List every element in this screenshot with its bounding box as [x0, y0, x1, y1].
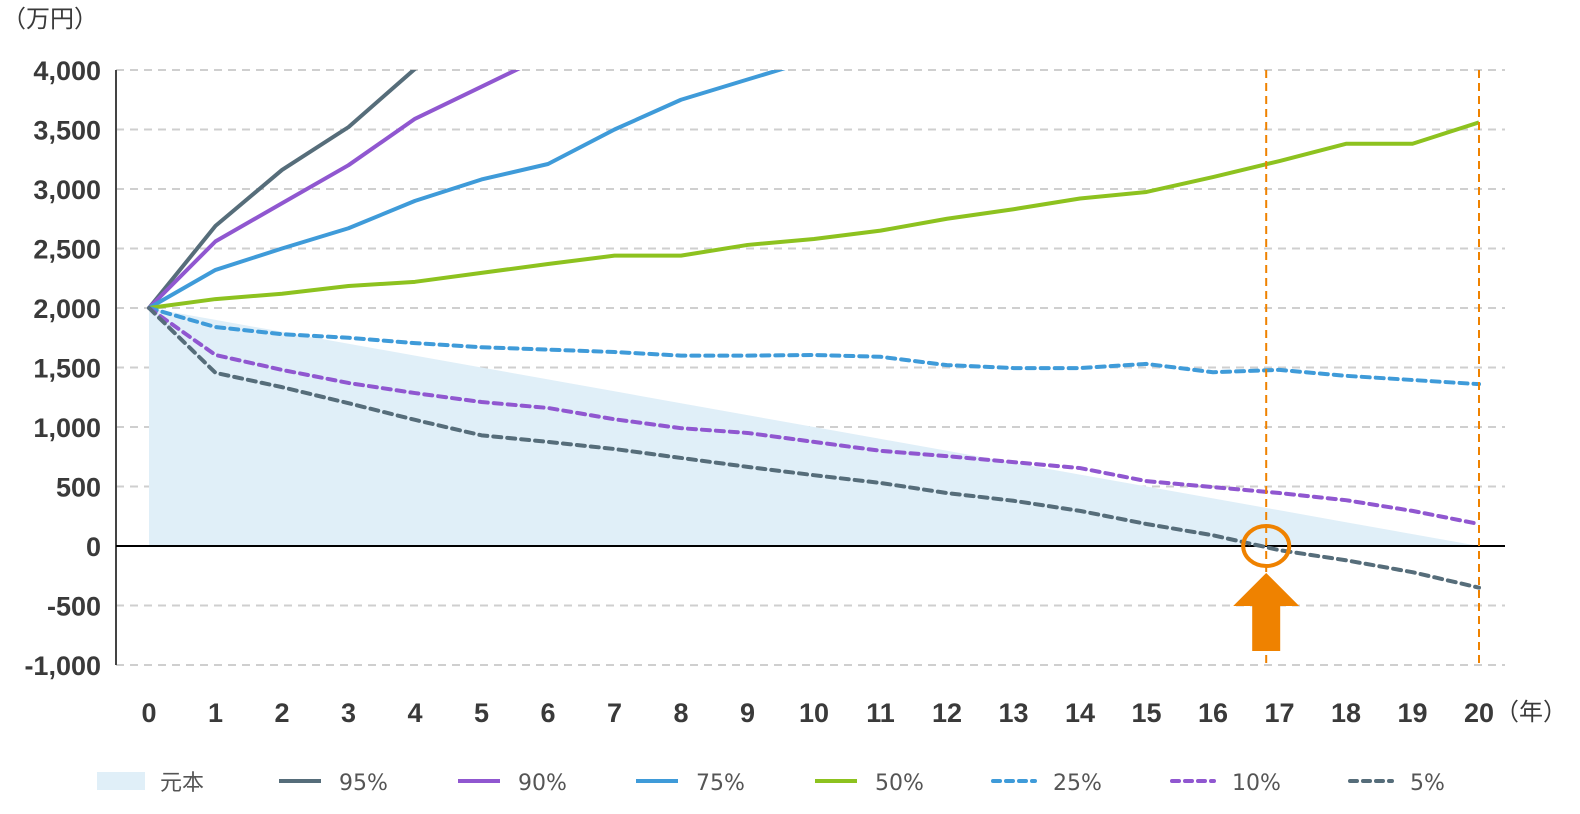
x-tick-label: 1 [208, 698, 223, 728]
x-tick-label: 19 [1397, 698, 1427, 728]
legend-item: 95% [279, 771, 388, 796]
up-arrow-icon [1233, 573, 1300, 651]
x-tick-label: 8 [673, 698, 688, 728]
series-line-5pct [147, 306, 1481, 590]
x-tick-label: 18 [1331, 698, 1361, 728]
y-tick-label: 0 [86, 532, 101, 562]
y-tick-label: 2,000 [33, 294, 101, 324]
legend-label: 95% [339, 771, 388, 796]
y-tick-label: 1,000 [33, 413, 101, 443]
x-tick-label: 6 [540, 698, 555, 728]
legend: 元本 95% 90% 75% 50% 25% 10% 5% [97, 771, 1445, 796]
legend-item: 75% [636, 771, 745, 796]
x-tick-label: 9 [740, 698, 755, 728]
principal-area [149, 308, 1479, 546]
y-tick-labels: 4,000 3,500 3,000 2,500 2,000 1,500 1,000 500 0 -… [24, 56, 101, 681]
x-tick-label: 7 [607, 698, 622, 728]
x-tick-label: 14 [1065, 698, 1095, 728]
legend-item: 5% [1348, 771, 1445, 796]
x-tick-label: 10 [799, 698, 829, 728]
series-lines [147, 70, 1481, 590]
legend-label: 75% [696, 771, 745, 796]
legend-label: 50% [875, 771, 924, 796]
y-unit-label: （万円） [2, 5, 98, 33]
x-tick-labels: 0 1 2 3 4 5 6 7 8 9 10 11 12 13 14 15 16 17 18 19 20 [141, 698, 1494, 728]
y-tick-label: 3,500 [33, 116, 101, 146]
axes [115, 70, 1505, 665]
legend-label: 90% [518, 771, 567, 796]
legend-swatch [97, 772, 145, 790]
legend-label: 25% [1053, 771, 1102, 796]
y-tick-label: 1,500 [33, 354, 101, 384]
x-tick-label: 12 [932, 698, 962, 728]
y-tick-label: -500 [47, 592, 101, 622]
legend-item: 25% [991, 771, 1102, 796]
annotations [1233, 70, 1480, 665]
series-line-90pct [147, 70, 521, 310]
y-tick-label: 3,000 [33, 175, 101, 205]
legend-item: 50% [815, 771, 924, 796]
x-unit-label: （年） [1495, 698, 1567, 726]
x-tick-label: 13 [998, 698, 1028, 728]
x-tick-label: 17 [1264, 698, 1294, 728]
series-line-75pct [148, 70, 786, 310]
x-tick-label: 0 [141, 698, 156, 728]
legend-label: 元本 [160, 771, 204, 796]
x-tick-label: 2 [274, 698, 289, 728]
legend-item: 10% [1170, 771, 1281, 796]
x-tick-label: 20 [1464, 698, 1494, 728]
y-tick-label: -1,000 [24, 651, 101, 681]
principal-area-fill [149, 308, 1479, 546]
y-tick-label: 4,000 [33, 56, 101, 86]
x-tick-label: 4 [407, 698, 422, 728]
series-line-25pct [147, 306, 1481, 387]
legend-item: 元本 [97, 771, 204, 796]
x-tick-label: 16 [1198, 698, 1228, 728]
y-tick-label: 2,500 [33, 235, 101, 265]
legend-label: 5% [1410, 771, 1445, 796]
x-tick-label: 15 [1131, 698, 1161, 728]
legend-label: 10% [1232, 771, 1281, 796]
series-line-50pct [148, 120, 1480, 310]
legend-item: 90% [458, 771, 567, 796]
annotation-circle [1241, 524, 1292, 568]
y-tick-label: 500 [56, 473, 101, 503]
x-tick-label: 5 [474, 698, 489, 728]
series-line-10pct [147, 306, 1481, 526]
x-tick-label: 11 [866, 698, 895, 728]
series-line-95pct [147, 70, 417, 310]
x-tick-label: 3 [341, 698, 356, 728]
